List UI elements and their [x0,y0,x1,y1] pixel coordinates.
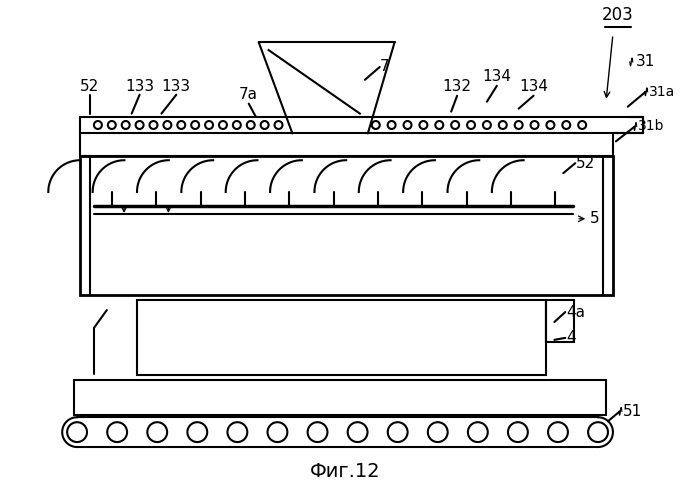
Circle shape [404,121,411,129]
Circle shape [578,121,586,129]
Circle shape [205,121,213,129]
Bar [137,300,547,374]
Text: 31b: 31b [638,120,664,134]
Circle shape [122,121,130,129]
Text: 4: 4 [567,330,576,345]
Circle shape [467,121,475,129]
Circle shape [219,121,227,129]
Circle shape [468,422,488,442]
Text: 7: 7 [380,60,389,74]
Circle shape [274,121,283,129]
Text: 133: 133 [162,78,191,94]
Circle shape [419,121,427,129]
Bar [80,156,613,295]
Circle shape [451,121,459,129]
Text: 51: 51 [623,404,642,419]
Circle shape [163,121,171,129]
Circle shape [267,422,287,442]
Circle shape [187,422,207,442]
Text: 134: 134 [482,69,511,84]
Circle shape [388,422,408,442]
Circle shape [372,121,380,129]
Text: 52: 52 [80,78,100,94]
Circle shape [531,121,538,129]
Circle shape [547,121,554,129]
Circle shape [149,121,158,129]
Bar [547,300,574,342]
Circle shape [562,121,570,129]
Circle shape [548,422,568,442]
Circle shape [94,121,102,129]
Text: 132: 132 [443,78,472,94]
Circle shape [191,121,199,129]
Text: 7a: 7a [239,86,258,102]
Circle shape [233,121,240,129]
Circle shape [67,422,87,442]
Text: 133: 133 [125,78,154,94]
Circle shape [147,422,167,442]
Circle shape [307,422,328,442]
Circle shape [135,121,144,129]
Text: 31: 31 [636,54,655,70]
Text: 203: 203 [602,6,634,25]
Circle shape [178,121,185,129]
Circle shape [388,121,396,129]
Circle shape [108,121,116,129]
Circle shape [515,121,522,129]
Circle shape [107,422,127,442]
Circle shape [435,121,443,129]
Circle shape [508,422,528,442]
Bar [74,380,606,416]
Circle shape [499,121,507,129]
Circle shape [247,121,255,129]
Circle shape [483,121,491,129]
Circle shape [227,422,247,442]
Text: 4a: 4a [567,304,585,320]
Circle shape [261,121,269,129]
Bar [80,116,643,134]
Text: 31a: 31a [649,85,675,99]
Text: 134: 134 [519,78,548,94]
Circle shape [348,422,368,442]
Text: 52: 52 [576,156,596,170]
Text: Фиг.12: Фиг.12 [310,462,380,480]
Circle shape [428,422,448,442]
Text: 5: 5 [590,212,600,226]
Circle shape [588,422,608,442]
